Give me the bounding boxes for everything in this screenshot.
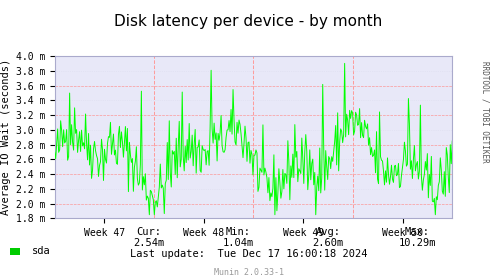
Y-axis label: Average IO Wait (seconds): Average IO Wait (seconds) — [1, 59, 11, 215]
Text: 1.04m: 1.04m — [223, 238, 254, 248]
Text: Last update:  Tue Dec 17 16:00:18 2024: Last update: Tue Dec 17 16:00:18 2024 — [130, 249, 367, 259]
Text: 2.60m: 2.60m — [313, 238, 343, 248]
Text: 2.54m: 2.54m — [134, 238, 165, 248]
Text: Max:: Max: — [405, 227, 430, 237]
Text: Munin 2.0.33-1: Munin 2.0.33-1 — [214, 268, 283, 277]
Text: Disk latency per device - by month: Disk latency per device - by month — [114, 14, 383, 29]
Text: Cur:: Cur: — [137, 227, 162, 237]
Text: Avg:: Avg: — [316, 227, 340, 237]
Text: sda: sda — [32, 246, 51, 256]
Text: RRDTOOL / TOBI OETIKER: RRDTOOL / TOBI OETIKER — [481, 61, 490, 163]
Text: Min:: Min: — [226, 227, 251, 237]
Text: 10.29m: 10.29m — [399, 238, 436, 248]
